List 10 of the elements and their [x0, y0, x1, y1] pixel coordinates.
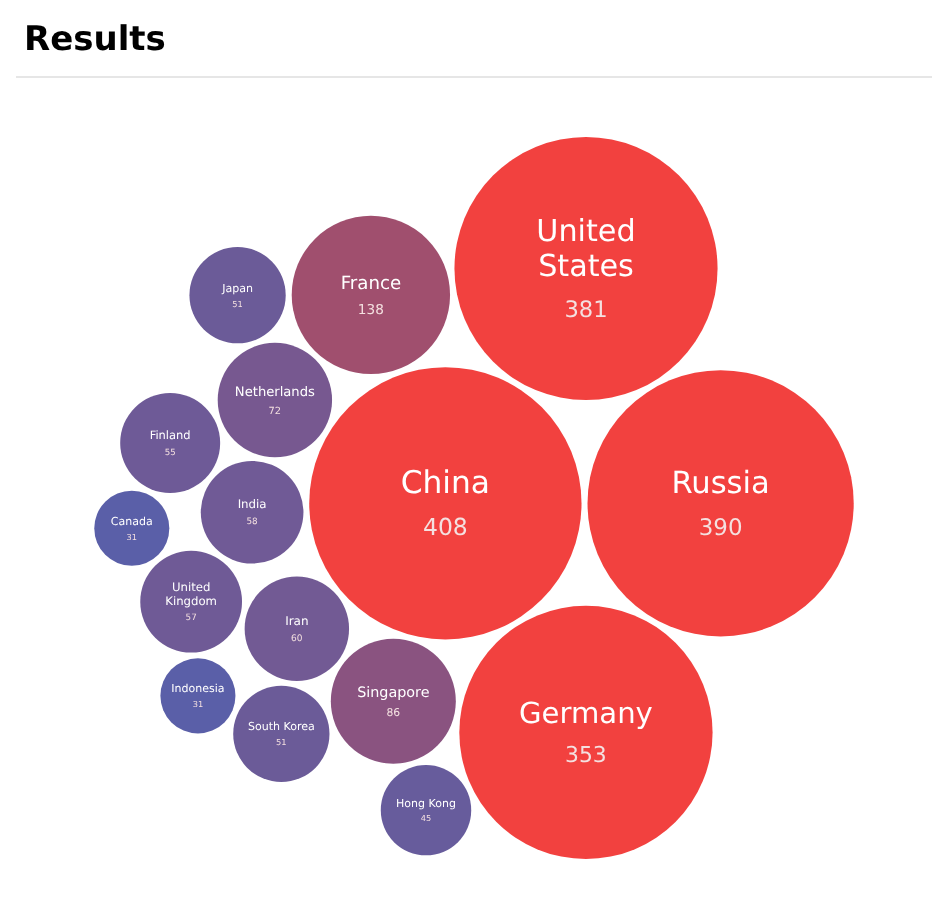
data-label: 408	[422, 513, 468, 542]
text: Results	[16, 16, 932, 78]
category-label: China	[400, 463, 491, 502]
category-label: France	[340, 275, 402, 295]
data-label: 390	[698, 512, 743, 541]
category-label: Germany	[519, 696, 654, 731]
data-label: 353	[565, 742, 607, 769]
category-label: United States	[536, 213, 636, 285]
data-label: 381	[564, 294, 608, 323]
category-label: Russia	[671, 465, 770, 502]
